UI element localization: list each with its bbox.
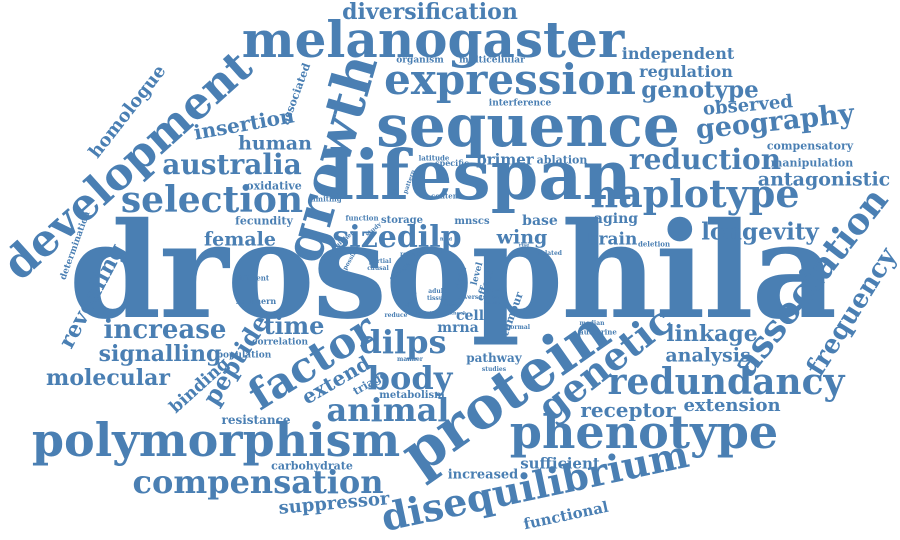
cloud-word: ablation (536, 153, 588, 167)
cloud-word: increase (103, 315, 227, 345)
cloud-word: sequence (376, 92, 680, 160)
cloud-word: brain (586, 229, 638, 250)
cloud-word: field (439, 236, 453, 243)
cloud-word: expression (384, 55, 636, 104)
cloud-word: wing (496, 226, 548, 249)
cloud-word: southern (235, 296, 277, 306)
cloud-word: increased (447, 467, 519, 483)
cloud-word: reduction (628, 143, 782, 176)
cloud-word: longevity (701, 218, 819, 246)
cloud-word: point (486, 287, 502, 294)
cloud-word: haplotype (590, 171, 800, 216)
cloud-word: body (367, 359, 453, 397)
cloud-word: independent (621, 44, 735, 63)
cloud-word: manner (397, 356, 423, 363)
cloud-word: different (234, 273, 270, 283)
cloud-word: correlation (251, 337, 309, 348)
cloud-word: adult (428, 288, 446, 295)
cloud-word: multicellular (459, 55, 525, 66)
cloud-word: dilps (359, 323, 447, 361)
cloud-word: primer (476, 150, 534, 169)
cloud-word: diverse (457, 294, 483, 301)
cloud-word: genotype (641, 76, 759, 104)
cloud-word: cell (455, 308, 485, 324)
cloud-word: human (238, 132, 312, 155)
cloud-word: specific (435, 158, 469, 168)
cloud-word: diversification (342, 0, 518, 25)
cloud-word: carbohydrate (271, 459, 353, 473)
cloud-word: polymorphism (31, 413, 401, 467)
cloud-word: content (430, 191, 462, 201)
cloud-word: base (522, 213, 558, 229)
cloud-word: resistance (221, 413, 291, 427)
cloud-word: mrna (437, 320, 479, 336)
cloud-word: partial (368, 258, 392, 265)
cloud-word: whole (483, 300, 501, 307)
cloud-word: oxidative (246, 179, 302, 193)
cloud-word: time (263, 311, 325, 340)
cloud-word: regulation (639, 62, 733, 81)
cloud-word: redundancy (607, 361, 845, 403)
cloud-word: limiting (310, 194, 342, 204)
cloud-word: population (216, 350, 272, 361)
cloud-word: deletion (637, 239, 671, 249)
cloud-word: mutant (483, 294, 505, 301)
cloud-word: function (345, 213, 379, 223)
cloud-word: fecundity (235, 214, 293, 228)
cloud-word: compensatory (766, 139, 854, 153)
cloud-word: melanogaster (241, 10, 625, 69)
cloud-word: sufficient (520, 454, 600, 473)
cloud-word: antagonistic (757, 168, 891, 191)
cloud-word: related (538, 250, 562, 257)
cloud-word: storage (380, 215, 424, 226)
cloud-word: linkage (666, 321, 758, 347)
cloud-word: molecular (46, 365, 170, 391)
cloud-word: isolat (416, 310, 432, 317)
cloud-word: female (204, 228, 276, 251)
cloud-word: lower (444, 302, 460, 309)
cloud-word: analysis (665, 344, 751, 367)
cloud-word: rise (518, 242, 530, 249)
cloud-word: autocrine (579, 327, 617, 337)
cloud-word: mnscs (454, 216, 490, 227)
cloud-word: drosophila (68, 194, 837, 349)
cloud-word: interference (488, 98, 552, 109)
cloud-word: tissue (427, 295, 447, 302)
cloud-word: australia (162, 148, 302, 181)
cloud-word: selection (120, 179, 304, 221)
cloud-word: causal (367, 265, 389, 272)
cloud-word: latitude (418, 153, 450, 163)
cloud-word: manipulation (770, 156, 854, 170)
cloud-word: metabolism (379, 390, 445, 401)
cloud-word: signalling (98, 341, 222, 367)
cloud-word: pathway (466, 351, 522, 365)
cloud-word: normal (505, 324, 531, 331)
cloud-word: aging (593, 211, 639, 227)
cloud-word: lifespan (328, 136, 632, 216)
cloud-word: result (400, 251, 420, 258)
cloud-word: sizedilp (332, 220, 462, 255)
cloud-word: phenotype (509, 405, 779, 459)
cloud-word: receptor (580, 398, 676, 422)
cloud-word: organism (396, 55, 444, 66)
cloud-word: reduce (384, 312, 408, 319)
cloud-word: extension (683, 395, 781, 416)
cloud-word: median (579, 320, 605, 327)
cloud-word: animal (326, 391, 450, 429)
cloud-word: knock (449, 310, 467, 317)
cloud-word: studies (481, 366, 507, 373)
cloud-word: compensation (132, 463, 384, 501)
